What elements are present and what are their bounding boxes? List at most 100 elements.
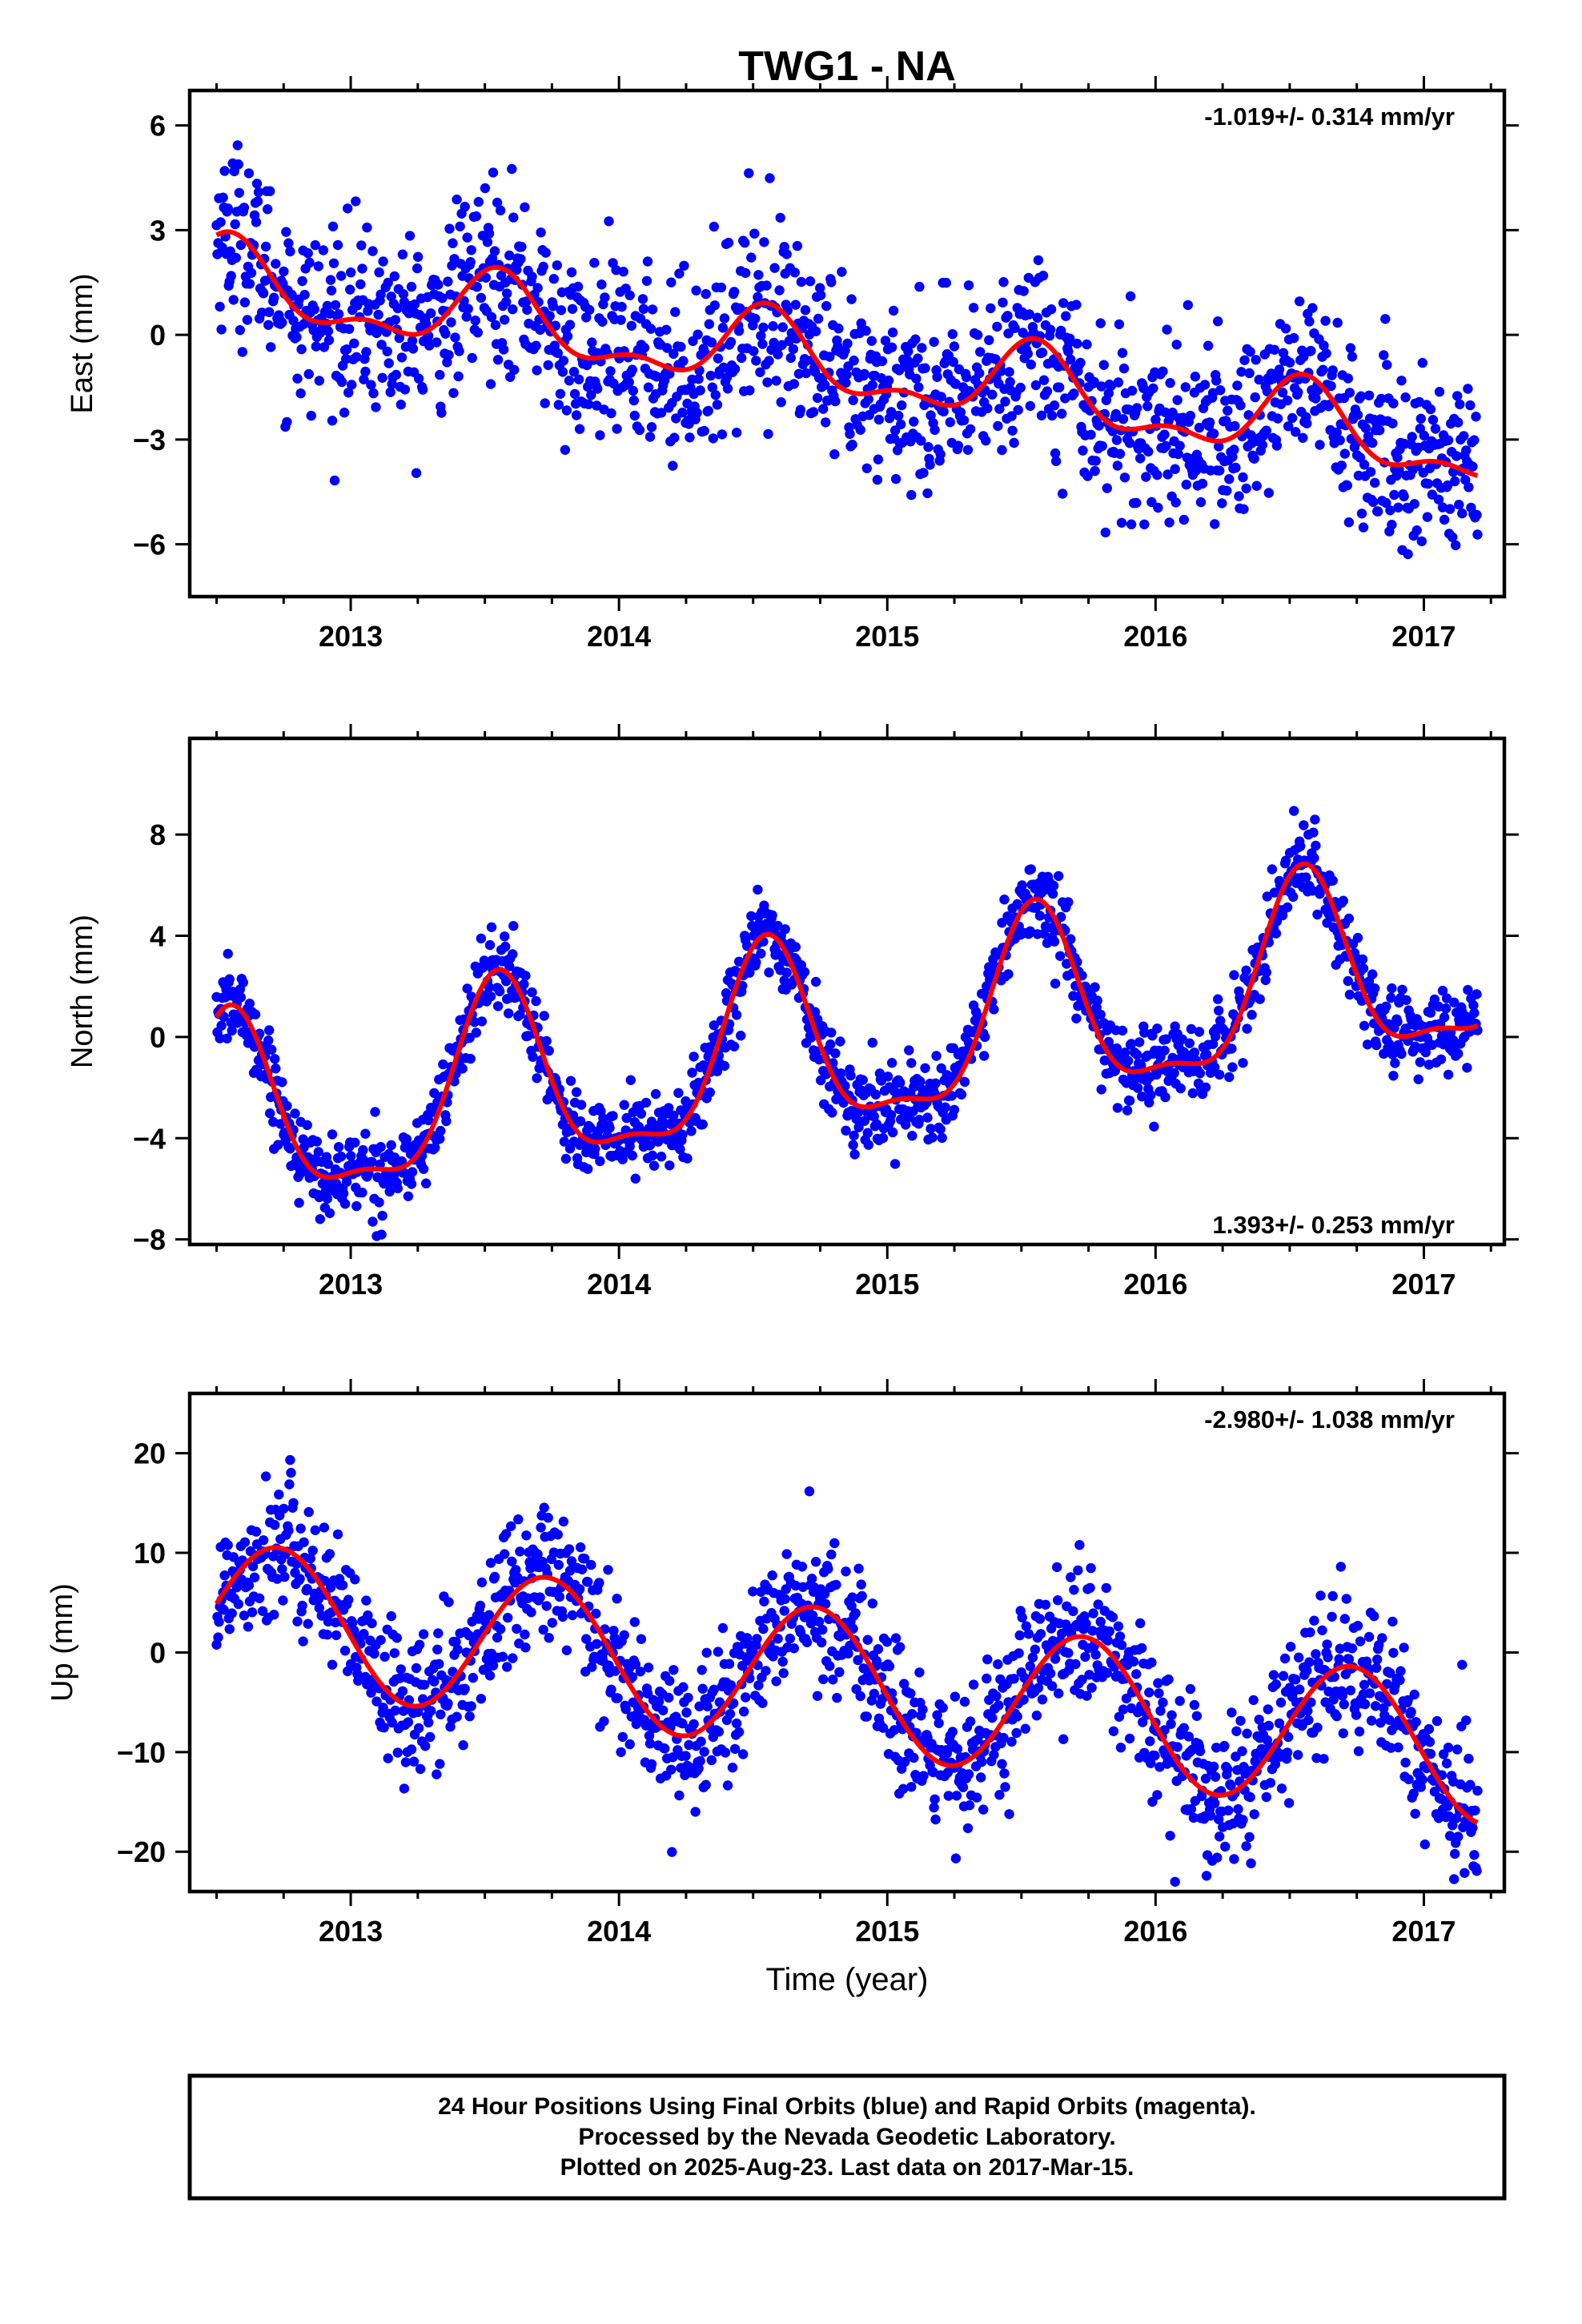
data-point (716, 282, 727, 293)
data-point (535, 1592, 545, 1602)
data-point (757, 1698, 768, 1708)
data-point (398, 289, 409, 300)
data-point (1315, 440, 1325, 450)
data-point (1082, 1691, 1092, 1701)
data-point (727, 1763, 738, 1773)
data-point (541, 1601, 552, 1611)
data-point (270, 1054, 280, 1064)
data-point (647, 304, 658, 315)
data-point (1094, 420, 1104, 431)
data-point (394, 332, 404, 344)
data-point (855, 1691, 865, 1702)
data-point (999, 1768, 1010, 1779)
data-point (1453, 417, 1464, 428)
data-point (890, 473, 901, 485)
data-point (1195, 1746, 1206, 1756)
data-point (302, 1583, 312, 1594)
data-point (452, 194, 462, 205)
data-point (807, 1610, 818, 1621)
data-point (1214, 1814, 1224, 1824)
data-point (307, 1546, 318, 1556)
data-point (516, 254, 526, 264)
data-point (1337, 1691, 1348, 1701)
data-point (1443, 1069, 1454, 1080)
data-point (930, 1078, 941, 1089)
data-point (1195, 1068, 1206, 1079)
data-point (796, 276, 807, 287)
data-point (1006, 1736, 1017, 1747)
data-point (343, 1594, 354, 1605)
data-point (1134, 1037, 1145, 1047)
data-point (779, 975, 789, 986)
data-point (641, 275, 652, 286)
data-point (775, 212, 785, 223)
data-point (332, 239, 343, 251)
data-point (1188, 1812, 1199, 1823)
data-point (910, 334, 921, 344)
data-point (411, 468, 422, 478)
data-point (1197, 478, 1208, 489)
data-point (681, 1707, 692, 1718)
data-point (1274, 1718, 1285, 1729)
data-point (436, 1709, 446, 1719)
data-point (1107, 1612, 1118, 1622)
data-point (740, 237, 750, 248)
data-point (746, 911, 757, 922)
data-point (1184, 1038, 1195, 1048)
data-point (765, 173, 775, 183)
data-point (984, 335, 994, 345)
data-point (327, 416, 338, 426)
data-point (616, 315, 626, 325)
data-point (1135, 453, 1146, 464)
data-point (619, 1630, 629, 1640)
data-point (889, 1725, 900, 1735)
data-point (548, 301, 558, 312)
data-point (1229, 970, 1239, 980)
data-point (937, 1132, 947, 1144)
data-point (1195, 497, 1207, 508)
data-point (443, 1698, 453, 1709)
data-point (484, 1610, 495, 1620)
data-point (476, 1694, 487, 1704)
data-point (1442, 480, 1453, 491)
data-point (1238, 1058, 1248, 1068)
data-point (1026, 360, 1037, 370)
data-point (877, 1723, 889, 1733)
data-point (678, 356, 689, 366)
data-point (1469, 435, 1480, 445)
data-point (722, 384, 733, 394)
data-point (1186, 1023, 1197, 1035)
data-point (1441, 993, 1452, 1003)
data-point (612, 424, 622, 434)
data-point (980, 1031, 990, 1043)
data-point (664, 1692, 674, 1703)
data-point (1472, 989, 1482, 999)
data-point (590, 1144, 600, 1154)
data-point (1087, 1626, 1098, 1636)
data-point (618, 267, 628, 277)
data-point (1439, 514, 1450, 525)
data-point (544, 1633, 554, 1643)
data-point (1447, 532, 1458, 542)
data-point (780, 1594, 790, 1605)
data-point (508, 949, 518, 959)
data-point (1017, 880, 1027, 891)
data-point (1045, 1668, 1056, 1679)
data-point (254, 1593, 265, 1604)
data-point (1386, 1743, 1396, 1753)
data-point (1054, 870, 1064, 882)
data-point (399, 1783, 410, 1794)
data-point (1158, 366, 1168, 376)
data-point (731, 1010, 742, 1020)
data-point (310, 1525, 320, 1536)
data-point (263, 204, 273, 215)
data-point (712, 400, 723, 410)
data-point (922, 488, 933, 499)
data-point (406, 1744, 417, 1755)
data-point (1170, 464, 1180, 474)
data-point (400, 384, 411, 395)
data-point (1343, 975, 1354, 987)
data-point (565, 1076, 576, 1086)
data-point (667, 1847, 677, 1857)
